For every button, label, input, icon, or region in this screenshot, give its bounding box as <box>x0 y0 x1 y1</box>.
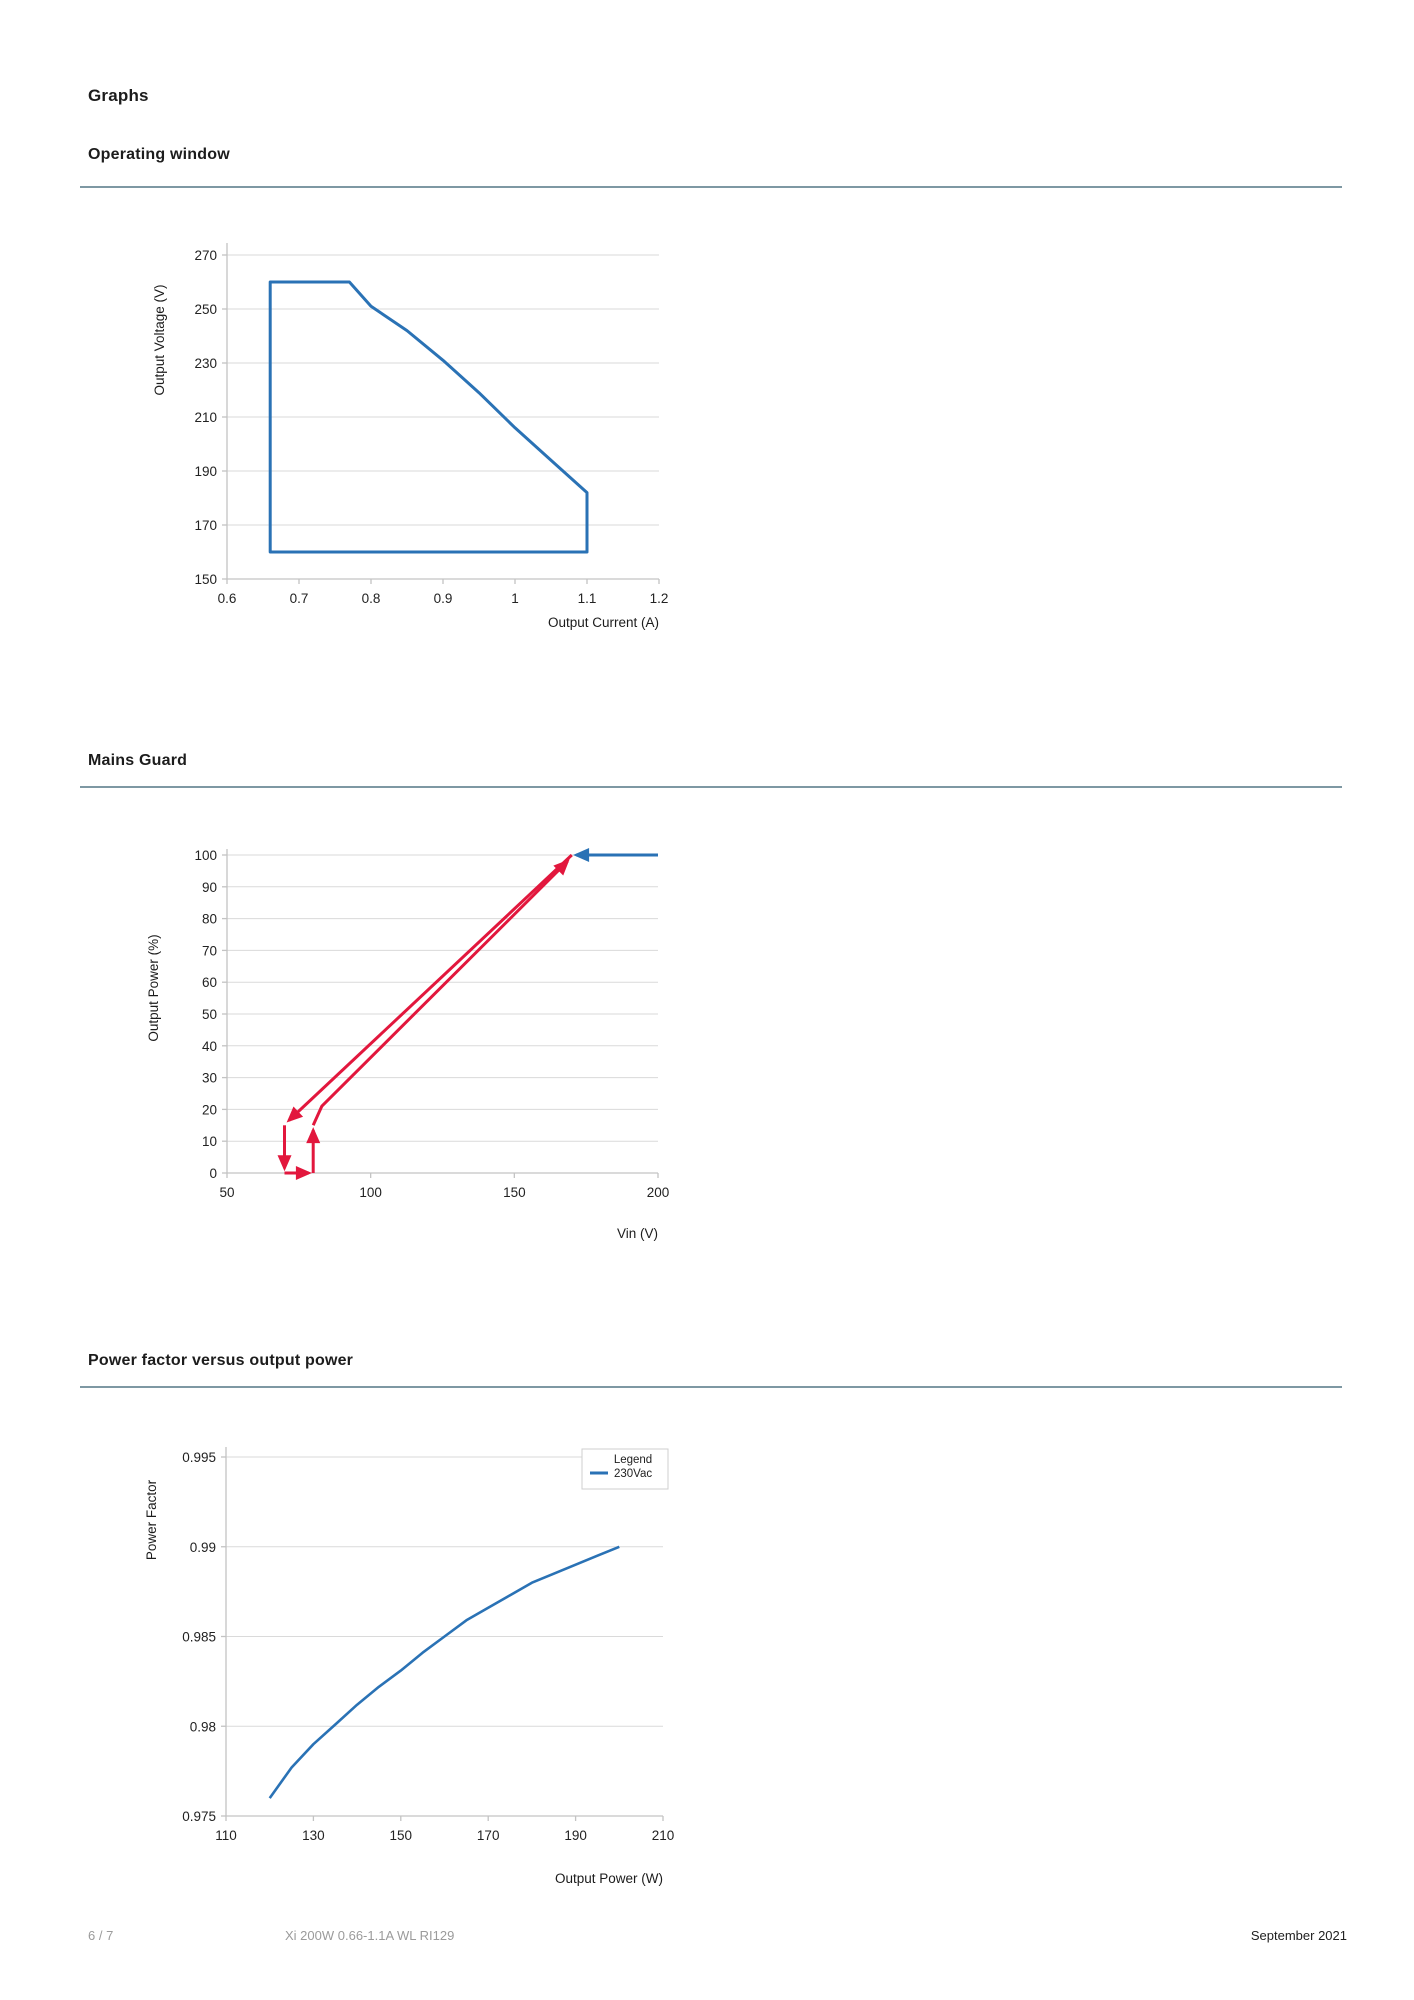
x-tick-label: 0.8 <box>362 591 381 606</box>
y-tick-label: 10 <box>202 1134 217 1149</box>
operating-window-chart: 150 170 190 210 230 250 270 0.6 0.7 0.8 0.9 1 1.1 1.2… <box>120 225 690 670</box>
y-tick-label: 0.975 <box>182 1809 216 1824</box>
x-tick-label: 110 <box>215 1828 237 1843</box>
y-tick-label: 50 <box>202 1007 217 1022</box>
y-tick-label: 90 <box>202 880 217 895</box>
y-tick-label: 0.98 <box>190 1719 216 1734</box>
footer-date: September 2021 <box>1250 1928 1347 1943</box>
y-tick-label: 70 <box>202 943 217 958</box>
y-tick-label: 250 <box>194 302 217 317</box>
power-factor-chart: 0.975 0.98 0.985 0.99 0.995 110 130 150 170 190 21… <box>120 1425 700 1910</box>
y-tick-label: 190 <box>194 464 217 479</box>
y-tick-label: 80 <box>202 912 217 927</box>
y-tick-label: 100 <box>194 848 217 863</box>
section-divider <box>80 786 1342 788</box>
power-factor-svg: 0.975 0.98 0.985 0.99 0.995 110 130 150 170 190 21… <box>144 1447 675 1886</box>
legend-box <box>581 1448 669 1490</box>
x-tick-label: 0.6 <box>218 591 237 606</box>
mains-guard-chart: 0 10 20 30 40 50 60 70 80 90 100 50 100 150 200 Vin (V)… <box>120 838 700 1273</box>
x-tick-label: 200 <box>647 1185 670 1200</box>
section-title-power-factor: Power factor versus output power <box>88 1352 354 1369</box>
power-ramp-down <box>286 853 573 1123</box>
x-tick-label: 130 <box>302 1828 325 1843</box>
x-tick-label: 150 <box>390 1828 413 1843</box>
x-tick-label: 1 <box>511 591 519 606</box>
y-tick-label: 40 <box>202 1039 217 1054</box>
x-axis-title: Output Power (W) <box>555 1871 663 1886</box>
y-axis-title: Power Factor <box>144 1479 159 1560</box>
y-tick-label: 170 <box>194 518 217 533</box>
y-tick-label: 0.985 <box>182 1630 216 1645</box>
page-title: Graphs <box>88 86 149 105</box>
x-tick-label: 0.7 <box>290 591 309 606</box>
y-tick-label: 60 <box>202 975 217 990</box>
x-tick-label: 100 <box>359 1185 382 1200</box>
power-ramp-up <box>311 859 570 1126</box>
y-tick-label: 0.995 <box>182 1450 216 1465</box>
x-tick-label: 150 <box>503 1185 526 1200</box>
footer-product-name: Xi 200W 0.66-1.1A WL RI129 <box>285 1928 455 1943</box>
y-tick-label: 230 <box>194 356 217 371</box>
section-title-mains-guard: Mains Guard <box>88 752 188 769</box>
operating-window-svg: 150 170 190 210 230 250 270 0.6 0.7 0.8 0.9 1 1.1 1.2… <box>152 243 669 630</box>
x-tick-label: 0.9 <box>434 591 453 606</box>
x-axis-title: Output Current (A) <box>548 615 659 630</box>
y-tick-label: 0.99 <box>190 1540 216 1555</box>
footer-page-number: 6 / 7 <box>88 1928 114 1943</box>
y-axis-title: Output Power (%) <box>146 934 161 1041</box>
y-axis-title: Output Voltage (V) <box>152 284 167 395</box>
section-divider <box>80 1386 1342 1388</box>
x-tick-label: 210 <box>652 1828 675 1843</box>
legend-entry-label: 230Vac <box>614 1468 652 1480</box>
section-divider <box>80 186 1342 188</box>
y-tick-label: 30 <box>202 1071 217 1086</box>
mains-guard-svg: 0 10 20 30 40 50 60 70 80 90 100 50 100 150 200 Vin (V)… <box>146 848 670 1241</box>
x-tick-label: 190 <box>564 1828 587 1843</box>
x-tick-label: 1.1 <box>578 591 597 606</box>
y-tick-label: 150 <box>194 572 217 587</box>
x-axis-title: Vin (V) <box>617 1226 658 1241</box>
pf-curve-230vac <box>268 1545 620 1799</box>
y-tick-label: 210 <box>194 410 217 425</box>
operating-window-boundary <box>268 280 589 554</box>
x-tick-label: 1.2 <box>650 591 669 606</box>
x-tick-label: 170 <box>477 1828 500 1843</box>
legend-title: Legend <box>614 1454 652 1466</box>
y-tick-label: 20 <box>202 1102 217 1117</box>
y-tick-label: 0 <box>209 1166 217 1181</box>
x-tick-label: 50 <box>219 1185 234 1200</box>
y-tick-label: 270 <box>194 248 217 263</box>
section-title-operating-window: Operating window <box>88 146 230 163</box>
